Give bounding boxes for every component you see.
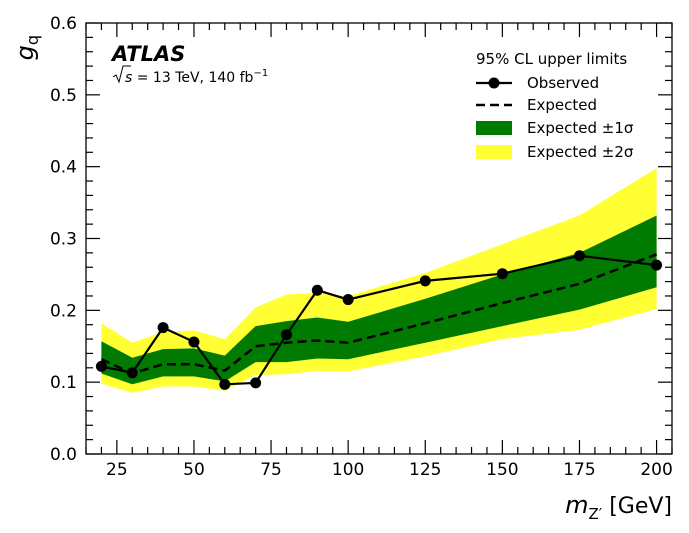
x-tick-label: 50 (183, 460, 205, 480)
x-axis-title: mZ′ [GeV] (565, 491, 672, 523)
observed-point (250, 377, 262, 389)
energy-label: s = 13 TeV, 140 fb−1 (125, 68, 268, 86)
x-tick-label: 125 (409, 460, 441, 480)
y-tick-label: 0.4 (50, 158, 77, 178)
x-tick-label: 25 (106, 460, 128, 480)
observed-point (573, 250, 585, 262)
y-tick-label: 0.1 (50, 373, 77, 393)
legend-2sigma-swatch (476, 145, 512, 159)
observed-point (311, 284, 323, 296)
legend-expected: Expected (476, 96, 597, 114)
legend-observed-label: Observed (527, 74, 599, 92)
atlas-label: ATLAS (110, 42, 185, 66)
y-tick-labels: 0.0 0.1 0.2 0.3 0.4 0.5 0.6 (50, 14, 77, 465)
x-tick-label: 175 (563, 460, 595, 480)
legend-expected-label: Expected (527, 96, 597, 114)
legend-observed: Observed (476, 74, 599, 92)
observed-point (419, 275, 431, 287)
legend-1sigma-label: Expected ±1σ (527, 119, 634, 137)
observed-point (342, 294, 354, 306)
observed-point (126, 367, 138, 379)
observed-point (188, 336, 200, 348)
legend-observed-marker (488, 77, 500, 89)
y-tick-label: 0.6 (50, 14, 77, 34)
expected-2sigma-band (101, 168, 657, 393)
legend-2sigma-label: Expected ±2σ (527, 143, 634, 161)
x-tick-label: 100 (332, 460, 364, 480)
legend: 95% CL upper limits Observed Expected Ex… (476, 50, 634, 161)
observed-points (95, 250, 663, 390)
energy-label-group: s = 13 TeV, 140 fb−1 (112, 65, 268, 86)
legend-title: 95% CL upper limits (476, 50, 627, 68)
y-tick-label: 0.0 (50, 445, 77, 465)
y-tick-label: 0.5 (50, 86, 77, 106)
legend-2sigma: Expected ±2σ (476, 143, 634, 161)
x-tick-labels: 25 50 75 100 125 150 175 200 (106, 460, 673, 480)
observed-point (219, 378, 231, 390)
expected-1sigma-band (101, 215, 657, 385)
x-tick-label: 75 (260, 460, 282, 480)
observed-point (280, 329, 292, 341)
legend-1sigma-swatch (476, 121, 512, 135)
x-tick-label: 150 (486, 460, 518, 480)
y-tick-label: 0.2 (50, 301, 77, 321)
y-axis-title: gq (11, 35, 42, 60)
observed-point (651, 259, 663, 271)
y-tick-label: 0.3 (50, 230, 77, 250)
axis-ticks (85, 22, 673, 455)
sqrt-symbol (112, 65, 131, 84)
legend-1sigma: Expected ±1σ (476, 119, 634, 137)
observed-point (95, 360, 107, 372)
expected-limit-line (100, 253, 658, 375)
x-tick-label: 200 (640, 460, 672, 480)
observed-point (496, 268, 508, 280)
observed-point (157, 322, 169, 334)
